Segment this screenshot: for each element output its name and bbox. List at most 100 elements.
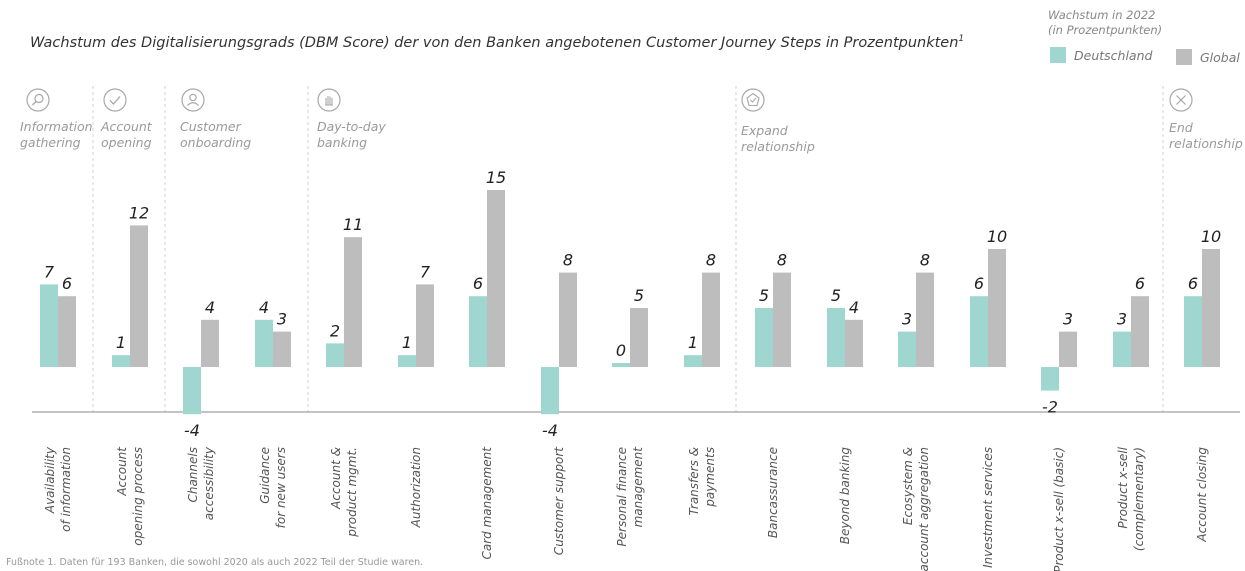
bar-deutschland-10-label: 5 [759,286,769,305]
bar-deutschland-3 [255,319,273,367]
bar-deutschland-4-label: 2 [330,321,340,340]
bar-deutschland-3-label: 4 [259,298,269,317]
category-label-16: Account closing [1195,447,1209,543]
bar-global-3-label: 3 [277,310,287,329]
legend-item-deutschland: Deutschland [1050,47,1152,63]
legend-item-global: Global [1176,49,1240,65]
category-label-line: Account closing [1195,447,1209,543]
bar-deutschland-2-label: -4 [184,421,200,440]
bar-global-6-label: 15 [486,168,506,187]
bar-global-2-label: 4 [205,298,215,317]
category-label-line: Availability [43,446,57,514]
stage-label-customer-onboarding: Customer onboarding [180,119,252,150]
bar-global-1-label: 12 [129,203,149,222]
bar-global-13-label: 10 [987,227,1007,246]
category-label-line: Product x-sell (basic) [1052,447,1066,571]
category-label-line: Account [115,446,129,497]
search-icon [26,88,50,112]
bar-deutschland-7 [541,367,559,415]
stage-label-end-relationship: End relationship [1169,120,1243,151]
category-label-line: Bancassurance [766,447,780,538]
bar-deutschland-4 [326,343,344,367]
category-label-line: Card management [480,446,494,560]
close-icon [1169,88,1193,112]
legend-label-global: Global [1200,49,1240,65]
category-label-line: accessibility [202,446,216,520]
bar-global-7 [559,272,577,367]
bar-global-3 [273,331,291,367]
bar-deutschland-14-label: -2 [1042,398,1058,417]
bar-deutschland-14 [1041,367,1059,391]
bar-global-7-label: 8 [563,251,573,270]
check-icon [103,88,127,112]
category-label-line: management [631,446,645,528]
category-label-line: Guidance [258,447,272,504]
bar-deutschland-8 [612,363,630,367]
footnote: Fußnote 1. Daten für 193 Banken, die sow… [6,557,424,568]
bar-deutschland-1-label: 1 [116,333,126,352]
bar-deutschland-0 [40,284,58,367]
category-label-line: account aggregation [917,447,931,571]
category-label-line: opening process [131,447,145,546]
category-label-13: Investment services [981,447,995,568]
bar-global-6 [487,190,505,367]
bar-deutschland-7-label: -4 [542,421,558,440]
bar-deutschland-13-label: 6 [974,274,984,293]
bar-deutschland-5 [398,355,416,367]
bar-global-15 [1131,296,1149,367]
category-label-7: Customer support [552,446,566,555]
bar-deutschland-16 [1184,296,1202,367]
bar-global-0 [58,296,76,367]
category-label-line: product mgmt. [345,447,359,538]
bar-deutschland-15 [1113,331,1131,367]
bar-deutschland-6 [469,296,487,367]
bar-deutschland-12 [898,331,916,367]
bar-deutschland-13 [970,296,988,367]
bar-global-0-label: 6 [62,274,72,293]
stage-label-day-to-day-banking: Day-to-day banking [317,119,386,150]
category-label-3: Guidance for new users [258,447,288,528]
bar-deutschland-9-label: 1 [688,333,698,352]
category-label-12: Ecosystem & account aggregation [901,447,931,571]
bar-deutschland-0-label: 7 [44,262,55,281]
bar-global-16-label: 10 [1201,227,1221,246]
category-label-2: Channels accessibility [186,446,216,520]
category-label-9: Transfers & payments [687,447,717,516]
chart-title: Wachstum des Digitalisierungsgrads (DBM … [30,34,965,51]
category-label-line: for new users [274,447,288,528]
category-label-6: Card management [480,446,494,560]
category-label-line: Personal finance [615,447,629,547]
bar-deutschland-8-label: 0 [616,341,626,360]
category-label-line: Ecosystem & [901,447,915,525]
bar-global-13 [988,249,1006,367]
category-label-5: Authorization [409,447,423,528]
category-label-line: Customer support [552,446,566,555]
bar-deutschland-5-label: 1 [402,333,412,352]
bar-deutschland-6-label: 6 [473,274,483,293]
category-label-11: Beyond banking [838,447,852,545]
bar-global-12-label: 8 [920,251,930,270]
category-label-line: of information [59,447,73,532]
category-label-8: Personal finance management [615,446,645,547]
category-label-line: Transfers & [687,447,701,516]
bar-global-9 [702,272,720,367]
bar-deutschland-12-label: 3 [902,310,912,329]
bar-global-10 [773,272,791,367]
bar-deutschland-1 [112,355,130,367]
category-label-1: Account opening process [115,446,145,546]
stage-label-account-opening: Account opening [101,119,152,150]
category-label-14: Product x-sell (basic) [1052,447,1066,571]
bar-global-9-label: 8 [706,251,716,270]
hand-icon [317,88,341,112]
legend-title: Wachstum in 2022 (in Prozentpunkten) [1048,8,1163,37]
category-label-line: (complementary) [1132,447,1146,551]
bar-global-1 [130,225,148,367]
bar-deutschland-10 [755,308,773,367]
bar-deutschland-2 [183,367,201,415]
stage-label-information-gathering: Information gathering [20,119,93,150]
bar-deutschland-11 [827,308,845,367]
category-label-line: Account & [329,447,343,510]
bar-global-12 [916,272,934,367]
bar-global-8-label: 5 [634,286,644,305]
